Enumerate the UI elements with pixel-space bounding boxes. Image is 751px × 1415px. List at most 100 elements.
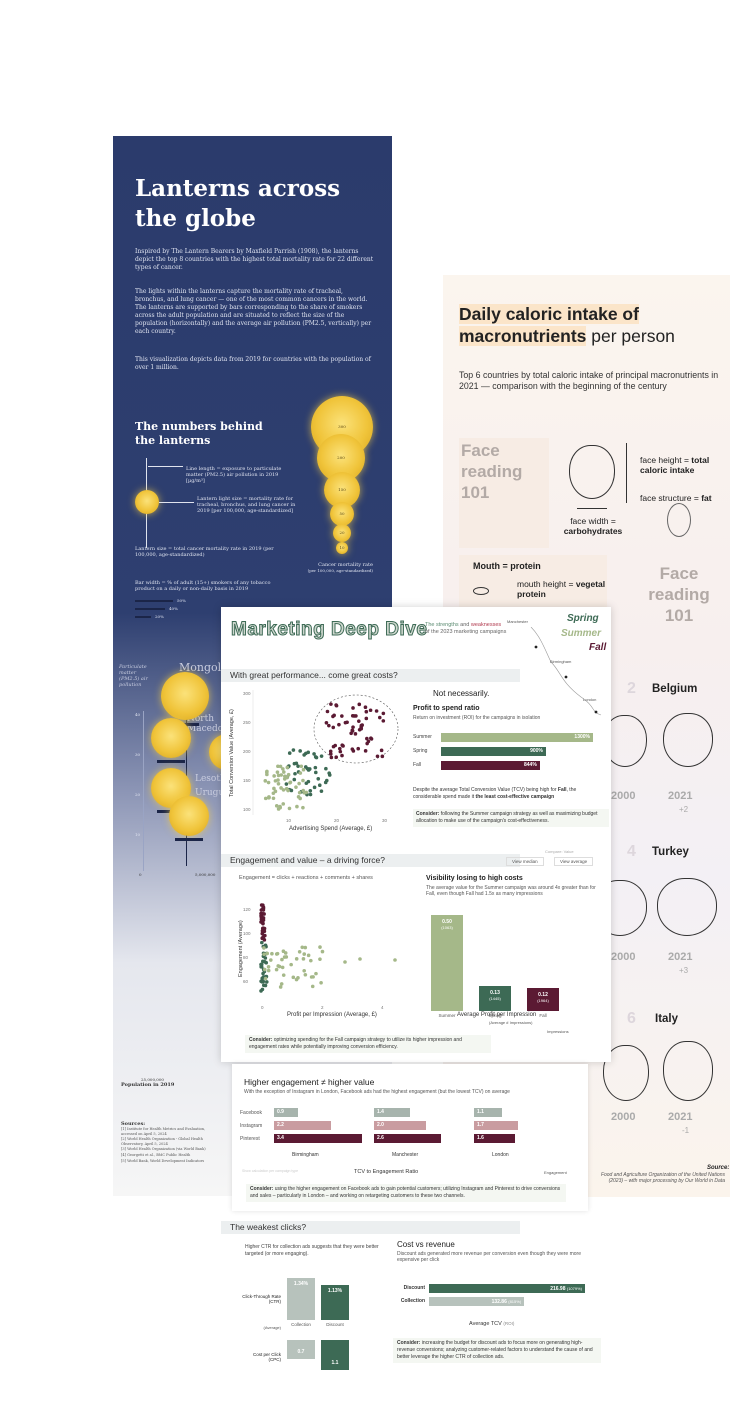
caloric-subtitle: Top 6 countries by total caloric intake … (459, 370, 719, 391)
legend-connector (148, 466, 183, 467)
sources-title: Sources: (121, 1121, 146, 1127)
scatter-point (298, 749, 302, 753)
scatter-point (279, 773, 284, 777)
scatter-point (280, 965, 285, 970)
scatter-point (263, 976, 268, 981)
bubble-label: 50 (339, 511, 345, 516)
scatter-point (288, 780, 293, 785)
scatter-point (313, 765, 318, 770)
ctr-label: Collection (291, 1322, 311, 1327)
scatter-point (377, 715, 382, 720)
profit-title: Profit to spend ratio (413, 705, 480, 712)
legend-light-text: Lantern light size = mortality rate for … (197, 496, 296, 514)
scatter-point (276, 773, 281, 778)
scatter-point (340, 714, 344, 718)
mouth-icon (473, 587, 489, 595)
legend-lantern (135, 490, 159, 514)
consider-label: Consider: (250, 1186, 274, 1192)
scatter-point (270, 951, 274, 956)
tcv-bar: 1.7 (474, 1121, 518, 1130)
scatter-point (323, 780, 328, 785)
scatter-point (279, 786, 283, 790)
x-tick: 0 (261, 1005, 264, 1010)
legend-bar-label: 50% (177, 598, 186, 603)
ctr-cpc-chart: 1.34% Collection 1.13% Discount 0.7 1.1 (287, 1276, 357, 1396)
scatter-point (281, 788, 286, 792)
higher-sub: With the exception of Instagram in Londo… (244, 1089, 510, 1095)
mouth-height-label: mouth height = vegetal protein (517, 579, 607, 599)
scatter-point (294, 977, 299, 982)
impressions-label: Impressions (547, 1029, 569, 1034)
view-average-button[interactable]: View average (554, 857, 594, 866)
x-tick: 5,000,000 (195, 872, 216, 877)
tcv-roi: (ROI) (503, 1321, 515, 1326)
lanterns-para3: This visualization depicts data from 201… (135, 356, 371, 371)
scatter-point (266, 964, 271, 969)
tcv-roi-value: (1079%) (566, 1286, 582, 1291)
engagement-def: Engagement = clicks + reactions + commen… (239, 875, 373, 881)
scatter-point (273, 789, 278, 794)
country-label: Mongolia (179, 661, 232, 674)
scatter-point (309, 958, 313, 963)
scatter-point (286, 772, 291, 777)
view-median-button[interactable]: View median (506, 857, 544, 866)
scatter-point (351, 725, 355, 729)
higher-title: Higher engagement ≠ higher value (244, 1077, 375, 1087)
face-2021-icon (657, 878, 717, 936)
scatter-point (259, 914, 264, 919)
tcv-label: Discount (403, 1285, 425, 1291)
rank-change: +3 (679, 966, 689, 975)
scatter-point (314, 971, 318, 976)
scatter-point (308, 792, 313, 797)
tcv-value: 132.86 (491, 1299, 509, 1305)
scatter-point (271, 796, 276, 801)
rank: 2 (627, 680, 636, 697)
scatter-point (351, 706, 355, 710)
ctr-label: Discount (326, 1322, 344, 1327)
scatter-point (265, 772, 269, 777)
lanterns-title: Lanterns across the globe (135, 175, 341, 232)
roi-note-fall: Fall (557, 787, 567, 793)
tcv-bar: 2.0 (374, 1121, 426, 1130)
year-2021: 2021 (668, 951, 693, 963)
tcv-bar: 0.9 (274, 1108, 298, 1117)
scatter-point (291, 975, 296, 980)
cancer-rate-sub: (per 100,000, age-standardized) (307, 568, 373, 573)
x-tick: 20 (334, 818, 340, 823)
face-2021-icon (663, 713, 713, 767)
scatter-point (299, 764, 304, 769)
legend-bar-20 (135, 616, 151, 618)
ctr-label: Click-Through Rate (CTR) (242, 1294, 281, 1304)
ctr-value: 1.34% (293, 1281, 309, 1287)
visibility-sub: The average value for the Summer campaig… (426, 885, 596, 897)
scatter-point (276, 807, 281, 811)
scatter-point (294, 785, 298, 789)
scatter-point (301, 778, 305, 783)
scatter-point (369, 736, 373, 741)
scatter-point (298, 796, 302, 801)
tcv-bar: 1.6 (474, 1134, 516, 1143)
scatter-point (262, 946, 266, 950)
scatter-point (266, 968, 271, 973)
sub-strengths: The strengths (425, 622, 459, 628)
scatter-point (368, 708, 373, 713)
scatter-point (262, 967, 267, 972)
city-label: Birmingham (550, 659, 572, 664)
smoker-bar (175, 838, 203, 841)
scatter-point (302, 968, 306, 973)
scatter-point (282, 777, 287, 781)
tcv-xlabel: Average TCV (ROI) (469, 1321, 514, 1327)
marketing-title: Marketing Deep Dive (230, 619, 428, 641)
scatter-point (263, 960, 267, 964)
season-spring: Spring (567, 613, 599, 624)
scatter-point (260, 976, 265, 980)
scatter-point (301, 767, 306, 772)
ppi-bar: 0.12 (1964) (527, 987, 559, 1011)
scatter-point (297, 790, 302, 795)
ppi-impressions: (1445) (489, 996, 501, 1002)
scatter-point (282, 955, 287, 959)
face-structure-label: face structure = fat (640, 493, 720, 503)
scatter-point (292, 777, 297, 782)
country-name: Italy (655, 1013, 679, 1025)
scatter-point (334, 755, 339, 760)
